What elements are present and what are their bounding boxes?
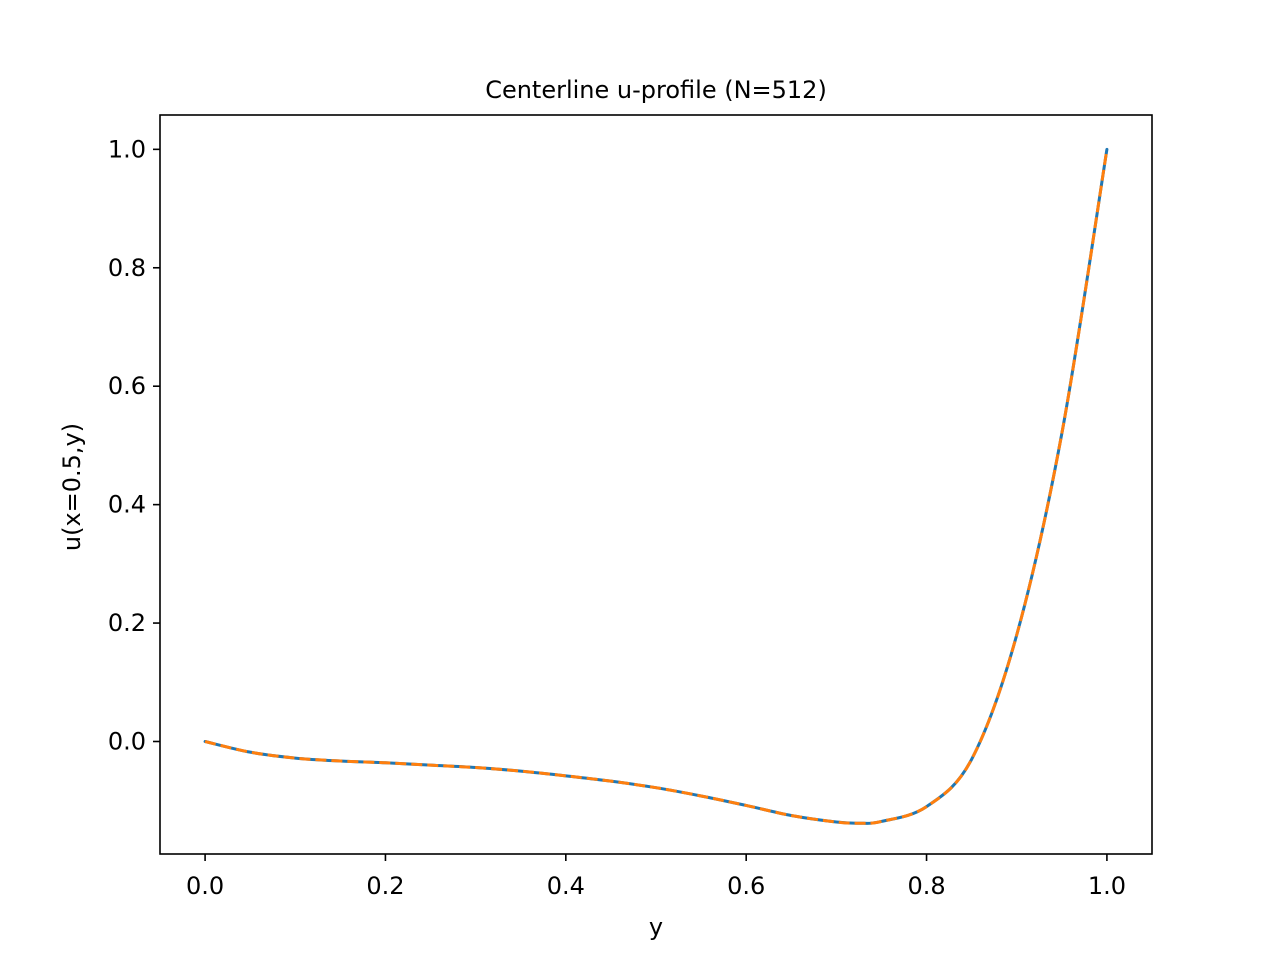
y-axis-label: u(x=0.5,y) (58, 423, 86, 551)
y-tick-label: 1.0 (108, 135, 146, 163)
x-tick-label: 0.4 (547, 872, 585, 900)
y-tick-label: 0.4 (108, 491, 146, 519)
y-axis: 0.0 0.2 0.4 0.6 0.8 1.0 (108, 135, 160, 755)
chart-title: Centerline u-profile (N=512) (485, 76, 827, 104)
y-tick-label: 0.6 (108, 372, 146, 400)
y-tick-label: 0.0 (108, 727, 146, 755)
series-line-2 (204, 149, 1109, 825)
series-layer (203, 147, 1109, 825)
x-axis-label: y (649, 913, 663, 941)
y-tick-label: 0.8 (108, 254, 146, 282)
x-tick-label: 1.0 (1088, 872, 1126, 900)
x-tick-label: 0.6 (727, 872, 765, 900)
y-tick-label: 0.2 (108, 609, 146, 637)
series-line-1 (203, 147, 1109, 825)
x-tick-label: 0.0 (186, 872, 224, 900)
plot-frame (159, 114, 1153, 855)
x-tick-label: 0.8 (907, 872, 945, 900)
x-axis: 0.0 0.2 0.4 0.6 0.8 1.0 (186, 854, 1126, 900)
x-tick-label: 0.2 (366, 872, 404, 900)
